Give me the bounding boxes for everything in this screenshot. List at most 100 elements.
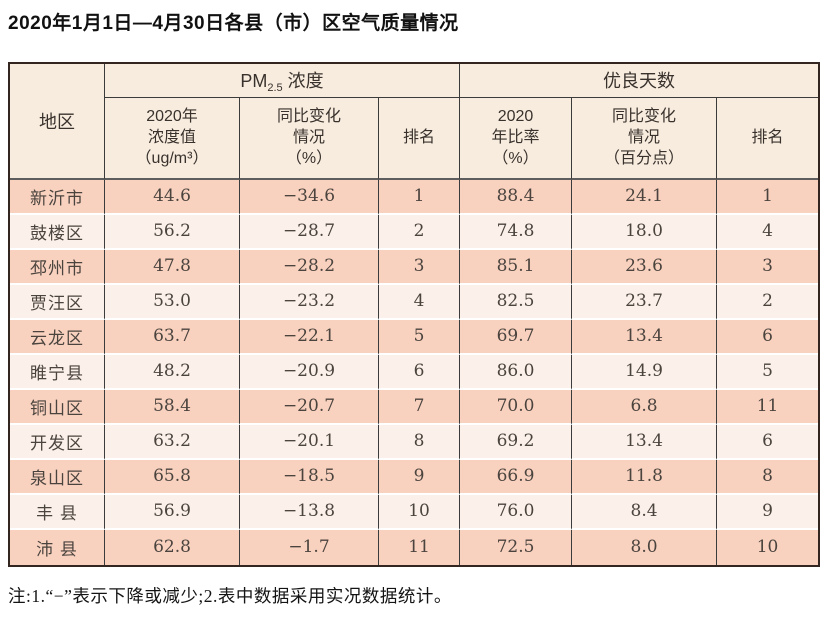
table-row: 新沂市 44.6 −34.6 1 88.4 24.1 1 (10, 179, 819, 215)
good-change-cell: 13.4 (572, 319, 718, 355)
page-title: 2020年1月1日—4月30日各县（市）区空气质量情况 (8, 13, 459, 34)
table-row: 云龙区 63.7 −22.1 5 69.7 13.4 6 (10, 319, 819, 355)
good-rate-cell: 69.7 (460, 319, 573, 355)
pm25-value-cell: 56.2 (105, 214, 240, 250)
table-header: 地区 PM2.5 浓度 优良天数 2020年 浓度值 （ug/m³） 同比变化 … (10, 63, 819, 180)
header-pm25-change: 同比变化 情况 （%） (240, 97, 379, 180)
pm25-rank-cell: 4 (379, 284, 461, 320)
table-row: 贾汪区 53.0 −23.2 4 82.5 23.7 2 (10, 284, 819, 320)
good-rank-cell: 4 (717, 214, 819, 250)
pm25-value-cell: 58.4 (105, 389, 240, 425)
pm25-rank-cell: 11 (379, 529, 461, 565)
header-pm25-group: PM2.5 浓度 (105, 63, 461, 98)
pm25-change-cell: −20.9 (240, 354, 379, 390)
pm25-change-cell: −23.2 (240, 284, 379, 320)
good-rank-cell: 9 (717, 494, 819, 530)
table-row: 泉山区 65.8 −18.5 9 66.9 11.8 8 (10, 459, 819, 495)
table-row: 沛 县 62.8 −1.7 11 72.5 8.0 10 (10, 529, 819, 565)
good-rank-cell: 11 (717, 389, 819, 425)
pm25-value-cell: 63.2 (105, 424, 240, 460)
good-rank-cell: 10 (717, 529, 819, 565)
pm25-rank-cell: 5 (379, 319, 461, 355)
pm25-change-cell: −34.6 (240, 179, 379, 215)
good-rate-cell: 69.2 (460, 424, 573, 460)
pm25-rank-cell: 2 (379, 214, 461, 250)
pm25-value-cell: 65.8 (105, 459, 240, 495)
good-rank-cell: 8 (717, 459, 819, 495)
header-good-days-group: 优良天数 (460, 63, 819, 98)
pm25-rank-cell: 3 (379, 249, 461, 285)
pm25-change-cell: −1.7 (240, 529, 379, 565)
region-cell: 新沂市 (10, 179, 105, 215)
footnote: 注:1.“−”表示下降或减少;2.表中数据采用实况数据统计。 (8, 585, 452, 606)
pm25-change-cell: −20.7 (240, 389, 379, 425)
region-cell: 鼓楼区 (10, 214, 105, 250)
table-row: 睢宁县 48.2 −20.9 6 86.0 14.9 5 (10, 354, 819, 390)
good-rank-cell: 2 (717, 284, 819, 320)
pm25-rank-cell: 6 (379, 354, 461, 390)
good-change-cell: 8.4 (572, 494, 718, 530)
header-region: 地区 (10, 63, 105, 180)
pm25-value-cell: 63.7 (105, 319, 240, 355)
pm25-change-cell: −13.8 (240, 494, 379, 530)
header-sub-row: 2020年 浓度值 （ug/m³） 同比变化 情况 （%） 排名 2020 年比… (10, 97, 819, 180)
table-row: 铜山区 58.4 −20.7 7 70.0 6.8 11 (10, 389, 819, 425)
region-cell: 邳州市 (10, 249, 105, 285)
good-change-cell: 14.9 (572, 354, 718, 390)
pm25-change-cell: −18.5 (240, 459, 379, 495)
region-cell: 沛 县 (10, 529, 105, 565)
pm25-change-cell: −20.1 (240, 424, 379, 460)
good-rate-cell: 82.5 (460, 284, 573, 320)
header-pm25-rank: 排名 (379, 97, 461, 180)
good-change-cell: 24.1 (572, 179, 718, 215)
good-rate-cell: 76.0 (460, 494, 573, 530)
pm25-rank-cell: 10 (379, 494, 461, 530)
region-cell: 睢宁县 (10, 354, 105, 390)
pm25-value-cell: 44.6 (105, 179, 240, 215)
good-change-cell: 6.8 (572, 389, 718, 425)
good-change-cell: 11.8 (572, 459, 718, 495)
good-rank-cell: 6 (717, 319, 819, 355)
table-row: 丰 县 56.9 −13.8 10 76.0 8.4 9 (10, 494, 819, 530)
good-rate-cell: 66.9 (460, 459, 573, 495)
good-rate-cell: 74.8 (460, 214, 573, 250)
table-row: 鼓楼区 56.2 −28.7 2 74.8 18.0 4 (10, 214, 819, 250)
good-change-cell: 13.4 (572, 424, 718, 460)
table-body: 新沂市 44.6 −34.6 1 88.4 24.1 1 鼓楼区 56.2 −2… (10, 179, 819, 565)
pm25-label-prefix: PM (240, 70, 268, 91)
region-cell: 贾汪区 (10, 284, 105, 320)
pm25-label-suffix: 浓度 (282, 70, 324, 91)
good-change-cell: 8.0 (572, 529, 718, 565)
table-row: 开发区 63.2 −20.1 8 69.2 13.4 6 (10, 424, 819, 460)
region-cell: 丰 县 (10, 494, 105, 530)
good-rate-cell: 72.5 (460, 529, 573, 565)
air-quality-table: 地区 PM2.5 浓度 优良天数 2020年 浓度值 （ug/m³） 同比变化 … (8, 61, 821, 567)
good-rank-cell: 3 (717, 249, 819, 285)
header-good-rank: 排名 (717, 97, 819, 180)
good-rank-cell: 1 (717, 179, 819, 215)
pm25-change-cell: −22.1 (240, 319, 379, 355)
pm25-value-cell: 62.8 (105, 529, 240, 565)
region-cell: 开发区 (10, 424, 105, 460)
pm25-value-cell: 53.0 (105, 284, 240, 320)
header-group-row: 地区 PM2.5 浓度 优良天数 (10, 63, 819, 180)
header-good-rate: 2020 年比率 （%） (460, 97, 573, 180)
pm25-rank-cell: 8 (379, 424, 461, 460)
region-cell: 铜山区 (10, 389, 105, 425)
good-rank-cell: 5 (717, 354, 819, 390)
good-rate-cell: 88.4 (460, 179, 573, 215)
region-cell: 云龙区 (10, 319, 105, 355)
good-rate-cell: 85.1 (460, 249, 573, 285)
pm25-change-cell: −28.7 (240, 214, 379, 250)
pm25-rank-cell: 7 (379, 389, 461, 425)
table-row: 邳州市 47.8 −28.2 3 85.1 23.6 3 (10, 249, 819, 285)
pm25-rank-cell: 1 (379, 179, 461, 215)
good-rate-cell: 70.0 (460, 389, 573, 425)
pm25-change-cell: −28.2 (240, 249, 379, 285)
header-pm25-value: 2020年 浓度值 （ug/m³） (105, 97, 240, 180)
region-cell: 泉山区 (10, 459, 105, 495)
pm25-value-cell: 48.2 (105, 354, 240, 390)
pm25-rank-cell: 9 (379, 459, 461, 495)
pm25-label-subscript: 2.5 (267, 81, 283, 94)
